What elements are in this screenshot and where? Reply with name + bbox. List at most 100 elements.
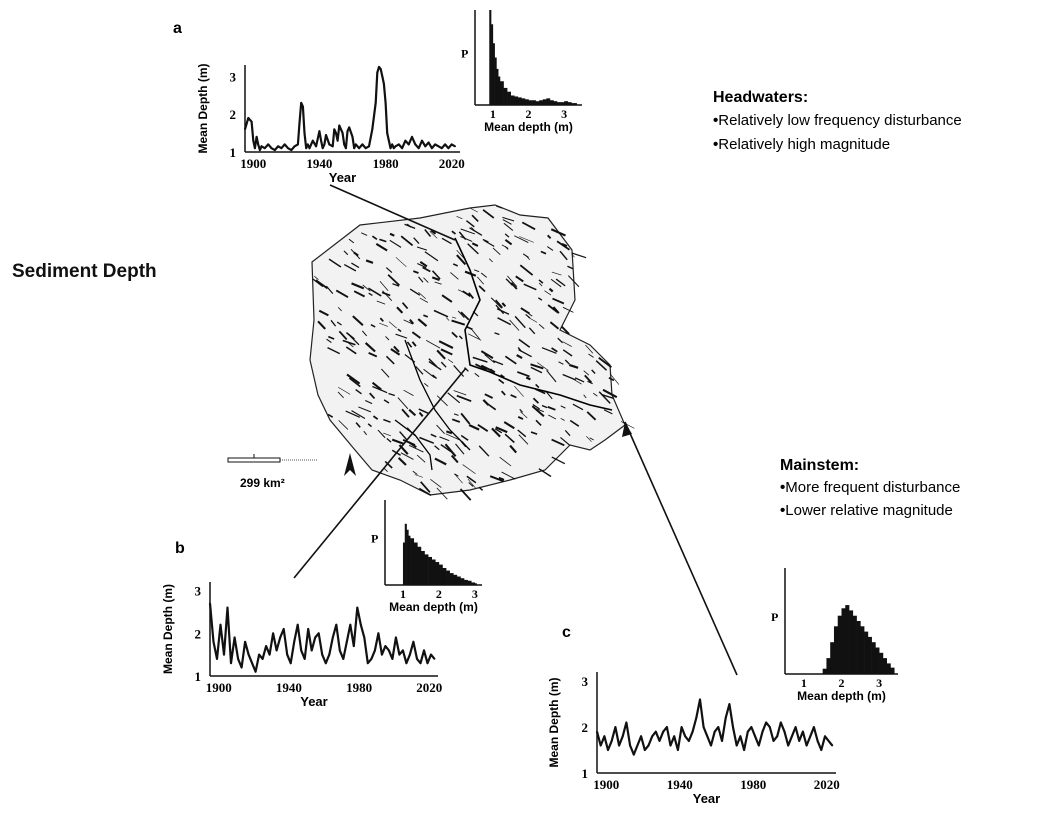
- data-point: [366, 662, 369, 665]
- histogram-bar: [535, 101, 540, 105]
- relief-stroke: [317, 320, 326, 330]
- relief-stroke: [368, 287, 382, 297]
- data-point: [273, 149, 276, 152]
- data-point: [643, 749, 646, 751]
- series-line: [595, 698, 834, 756]
- relief-stroke: [547, 234, 552, 239]
- relief-stroke: [501, 302, 507, 308]
- data-point: [303, 132, 306, 134]
- data-point: [426, 662, 429, 665]
- relief-stroke: [469, 227, 483, 236]
- data-point: [335, 623, 338, 626]
- data-point: [380, 653, 383, 656]
- x-tick-label: 2020: [814, 777, 840, 792]
- relief-stroke: [358, 406, 371, 413]
- relief-stroke: [531, 405, 545, 417]
- relief-stroke: [450, 454, 459, 464]
- relief-stroke: [589, 437, 594, 441]
- relief-stroke: [559, 250, 568, 261]
- data-point: [702, 726, 705, 728]
- relief-stroke: [328, 335, 335, 340]
- data-point: [654, 730, 657, 733]
- data-point: [296, 623, 299, 626]
- data-point: [662, 730, 665, 733]
- relief-stroke: [497, 317, 512, 326]
- relief-stroke: [500, 390, 506, 396]
- relief-stroke: [530, 366, 543, 374]
- relief-stroke: [593, 392, 598, 397]
- x-tick-label: 3: [876, 676, 882, 690]
- relief-stroke: [547, 304, 558, 313]
- data-point: [324, 662, 327, 665]
- y-tick-label: 2: [582, 720, 589, 735]
- x-axis-label: Mean depth (m): [797, 689, 886, 703]
- histogram-bar: [852, 615, 857, 674]
- panel-label-b: b: [175, 540, 185, 557]
- x-axis-label: Year: [329, 170, 356, 185]
- x-axis-label: Mean depth (m): [484, 120, 573, 134]
- data-point: [710, 744, 712, 747]
- data-point: [437, 145, 440, 148]
- chart-c-timeseries: 1900 1940 1980 2020 1 2 3 Year Mean Depth (m): [547, 672, 840, 806]
- data-point: [370, 658, 373, 660]
- relief-stroke: [537, 362, 549, 371]
- histogram-bar: [460, 578, 465, 585]
- relief-stroke: [403, 389, 414, 396]
- data-point: [827, 739, 830, 742]
- histogram-bar: [471, 582, 476, 585]
- relief-stroke: [345, 410, 361, 418]
- data-point: [219, 623, 222, 626]
- data-point: [247, 117, 250, 119]
- relief-stroke: [456, 254, 467, 266]
- series-line: [243, 65, 456, 152]
- relief-stroke: [436, 349, 446, 360]
- x-tick-label: 2: [436, 587, 442, 601]
- relief-stroke: [535, 383, 540, 389]
- relief-stroke: [387, 274, 400, 286]
- relief-stroke: [418, 291, 427, 300]
- relief-stroke: [572, 403, 584, 411]
- y-tick-label: 2: [195, 626, 202, 641]
- data-point: [300, 101, 303, 104]
- y-axis-label: P: [371, 532, 378, 546]
- histogram-bar: [886, 663, 891, 674]
- relief-stroke: [494, 428, 503, 434]
- x-axis-label: Year: [300, 694, 327, 709]
- relief-stroke: [385, 355, 395, 365]
- relief-stroke: [482, 209, 495, 219]
- relief-stroke: [389, 232, 395, 237]
- data-point: [358, 147, 361, 150]
- relief-stroke: [342, 339, 356, 346]
- histogram-bar: [830, 642, 835, 674]
- data-point: [280, 147, 283, 150]
- relief-stroke: [454, 473, 463, 484]
- data-point: [430, 653, 432, 656]
- relief-stroke: [390, 348, 401, 356]
- relief-stroke: [337, 391, 344, 399]
- data-point: [250, 120, 253, 123]
- relief-stroke: [335, 289, 349, 299]
- data-point: [772, 739, 775, 742]
- relief-stroke: [401, 408, 410, 418]
- relief-stroke: [494, 332, 500, 336]
- data-point: [290, 149, 293, 152]
- relief-stroke: [345, 332, 355, 340]
- relief-stroke: [348, 377, 361, 388]
- histogram-bar: [841, 608, 846, 674]
- relief-stroke: [548, 414, 557, 420]
- data-point: [424, 145, 427, 148]
- figure-title: Sediment Depth: [12, 261, 157, 282]
- data-point: [794, 726, 797, 728]
- x-axis-label: Mean depth (m): [389, 600, 478, 614]
- data-point: [754, 735, 757, 738]
- data-point: [356, 145, 359, 148]
- relief-stroke: [537, 297, 543, 301]
- histogram-bar: [417, 546, 422, 585]
- y-tick-label: 3: [582, 674, 589, 689]
- relief-stroke: [436, 487, 448, 500]
- data-point: [706, 735, 709, 738]
- mainstem-heading: Mainstem:: [780, 457, 859, 474]
- data-point: [233, 636, 236, 639]
